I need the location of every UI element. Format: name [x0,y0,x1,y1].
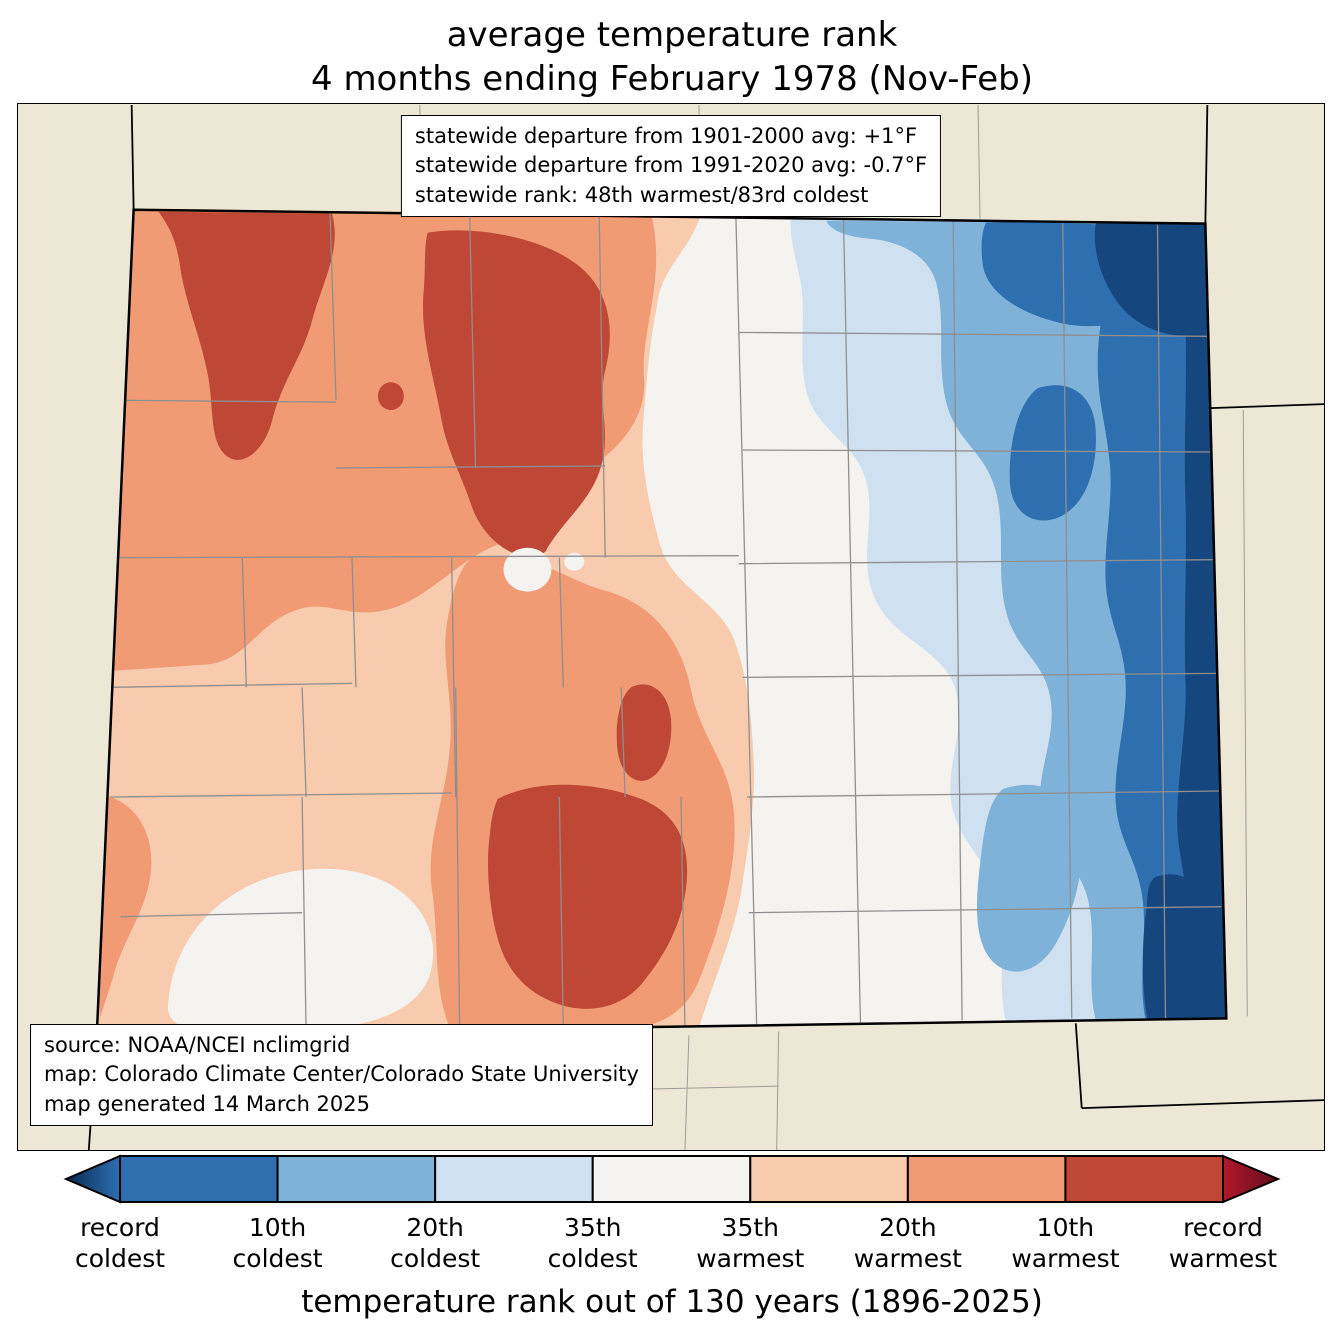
contour-warm-10-central-stub [616,684,672,781]
contour-warm-10-nw [158,211,335,460]
colorbar-arrow-record-coldest [63,1154,121,1204]
stats-departure-1991: statewide departure from 1991-2020 avg: … [414,153,928,178]
colorbar [63,1154,1281,1204]
contour-warm-20-west-edge [97,794,152,1019]
colorbar-label: 35th warmest [696,1213,805,1273]
contour-neutral-sw [167,868,434,1033]
contour-warm-10-dot [377,382,404,411]
contour-cold-record-se-corner [1142,874,1220,1020]
contour-cold-record-strip [1177,223,1227,1020]
colorbar-axis-label: temperature rank out of 130 years (1896-… [301,1284,1043,1320]
stats-rank: statewide rank: 48th warmest/83rd coldes… [414,182,869,207]
figure-title: average temperature rank 4 months ending… [0,14,1344,101]
colorbar-segment [1064,1155,1225,1203]
county-lines [100,212,1222,1033]
source-box: source: NOAA/NCEI nclimgrid map: Colorad… [30,1023,653,1126]
colorbar-label: 10th warmest [1011,1213,1120,1273]
colorbar-label: 20th coldest [390,1213,481,1273]
title-line-1: average temperature rank [446,15,898,55]
colorbar-label: 10th coldest [232,1213,323,1273]
contour-neutral-hole [503,547,552,592]
colorbar-label: 35th coldest [547,1213,638,1273]
contour-neutral-hole-small [564,552,585,571]
colorado-state-border [95,208,1228,1037]
colorbar-segment [591,1155,752,1203]
colorbar-label: 20th warmest [853,1213,962,1273]
title-line-2: 4 months ending February 1978 (Nov-Feb) [311,58,1033,99]
colorbar-arrow-record-warmest [1222,1154,1281,1204]
stats-departure-1901: statewide departure from 1901-2000 avg: … [414,124,918,148]
stats-box: statewide departure from 1901-2000 avg: … [400,115,942,218]
colorbar-label: record warmest [1168,1213,1278,1273]
colorbar-segment [119,1155,279,1203]
map-area: statewide departure from 1901-2000 avg: … [17,103,1325,1151]
colorbar-labels: record coldest 10th coldest 20th coldest 35… [0,1212,1344,1282]
temperature-contours [96,209,1227,1036]
source-line: source: NOAA/NCEI nclimgrid [44,1032,351,1057]
contour-cold-record-ne-corner [1094,223,1210,336]
contour-cold-20-south-blob [976,784,1082,972]
colorbar-segment [434,1155,594,1203]
colorbar-label: record coldest [74,1213,166,1273]
contour-warm-10-north-central [422,230,610,557]
generated-date-line: map generated 14 March 2025 [44,1091,371,1116]
colorbar-segment [749,1155,909,1203]
colorado-map-svg [87,104,1324,1150]
colorbar-segment [906,1155,1067,1203]
map-credit-line: map: Colorado Climate Center/Colorado St… [44,1062,639,1087]
colorbar-segment [276,1155,437,1203]
contour-warm-10-south-central [488,784,688,1009]
contour-cold-10-mid-blob [1009,385,1096,521]
